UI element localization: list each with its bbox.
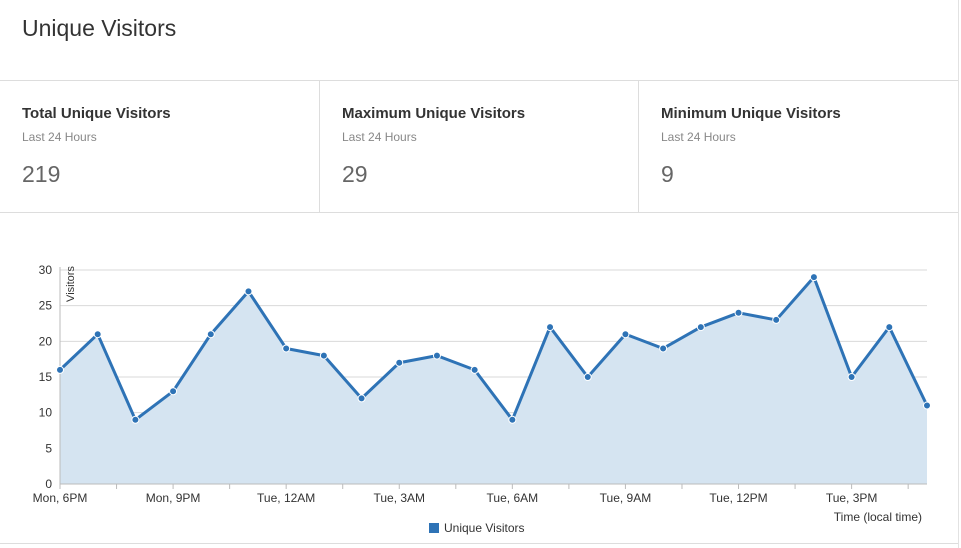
visitors-chart: 0 5 10 15 20 25 30 Mon, 6PM Mon, 9PM Tue, 12AM Tue… (33, 263, 931, 535)
data-point (206, 330, 215, 339)
y-tick-label: 15 (39, 370, 53, 384)
data-point (56, 365, 64, 374)
data-point (93, 330, 102, 339)
stat-card-maximum: Maximum Unique Visitors Last 24 Hours 29 (319, 81, 638, 212)
x-axis-title: Time (local time) (834, 510, 922, 524)
data-point (734, 308, 743, 317)
page-title: Unique Visitors (22, 15, 177, 41)
data-point (169, 387, 178, 396)
data-point (847, 373, 856, 381)
x-tick-label: Tue, 3PM (826, 491, 878, 505)
x-tick-label: Tue, 6AM (487, 491, 539, 505)
stat-value: 29 (342, 161, 368, 187)
data-point (809, 273, 818, 282)
data-point (546, 323, 555, 332)
data-point (244, 287, 253, 296)
stat-title: Minimum Unique Visitors (661, 105, 841, 122)
x-tick-label: Tue, 9AM (600, 491, 652, 505)
page-header: Unique Visitors (0, 0, 959, 81)
stat-value: 9 (661, 161, 674, 187)
data-point (885, 323, 894, 332)
data-point (357, 394, 366, 403)
y-tick-label: 30 (39, 263, 53, 277)
stat-title: Maximum Unique Visitors (342, 105, 526, 122)
stat-value: 219 (22, 161, 61, 187)
data-point (282, 344, 291, 353)
y-tick-label: 0 (45, 477, 52, 491)
data-point (583, 373, 592, 381)
data-point (395, 358, 404, 367)
data-point (508, 415, 517, 424)
data-point (432, 351, 441, 360)
x-tick-label: Mon, 6PM (33, 491, 88, 505)
data-point (470, 365, 479, 374)
legend-label: Unique Visitors (444, 521, 524, 535)
y-tick-label: 25 (39, 299, 53, 313)
x-tick-label: Mon, 9PM (146, 491, 201, 505)
data-point (621, 330, 630, 339)
y-axis-title: Visitors (65, 266, 77, 302)
data-point (696, 323, 705, 332)
stat-title: Total Unique Visitors (22, 105, 171, 122)
data-point (772, 315, 781, 324)
y-tick-label: 10 (39, 406, 53, 420)
panel-edge (958, 0, 959, 548)
x-tick-label: Tue, 12AM (257, 491, 315, 505)
x-tick-label: Tue, 3AM (373, 491, 425, 505)
data-point (319, 351, 328, 360)
series-line (58, 275, 929, 422)
chart-panel: 0 5 10 15 20 25 30 Mon, 6PM Mon, 9PM Tue, 12AM Tue… (0, 213, 959, 544)
stats-row: Total Unique Visitors Last 24 Hours 219 … (0, 81, 959, 213)
data-point (131, 415, 140, 424)
stat-card-minimum: Minimum Unique Visitors Last 24 Hours 9 (638, 81, 959, 212)
data-point (923, 401, 931, 410)
series-area (60, 277, 927, 484)
stat-subtitle: Last 24 Hours (661, 130, 736, 144)
data-point (659, 344, 668, 353)
stat-subtitle: Last 24 Hours (342, 130, 417, 144)
legend-swatch (429, 523, 439, 533)
y-tick-label: 20 (39, 334, 53, 348)
stat-subtitle: Last 24 Hours (22, 130, 97, 144)
stat-card-total: Total Unique Visitors Last 24 Hours 219 (0, 81, 319, 212)
y-tick-label: 5 (45, 441, 52, 455)
x-tick-label: Tue, 12PM (709, 491, 767, 505)
